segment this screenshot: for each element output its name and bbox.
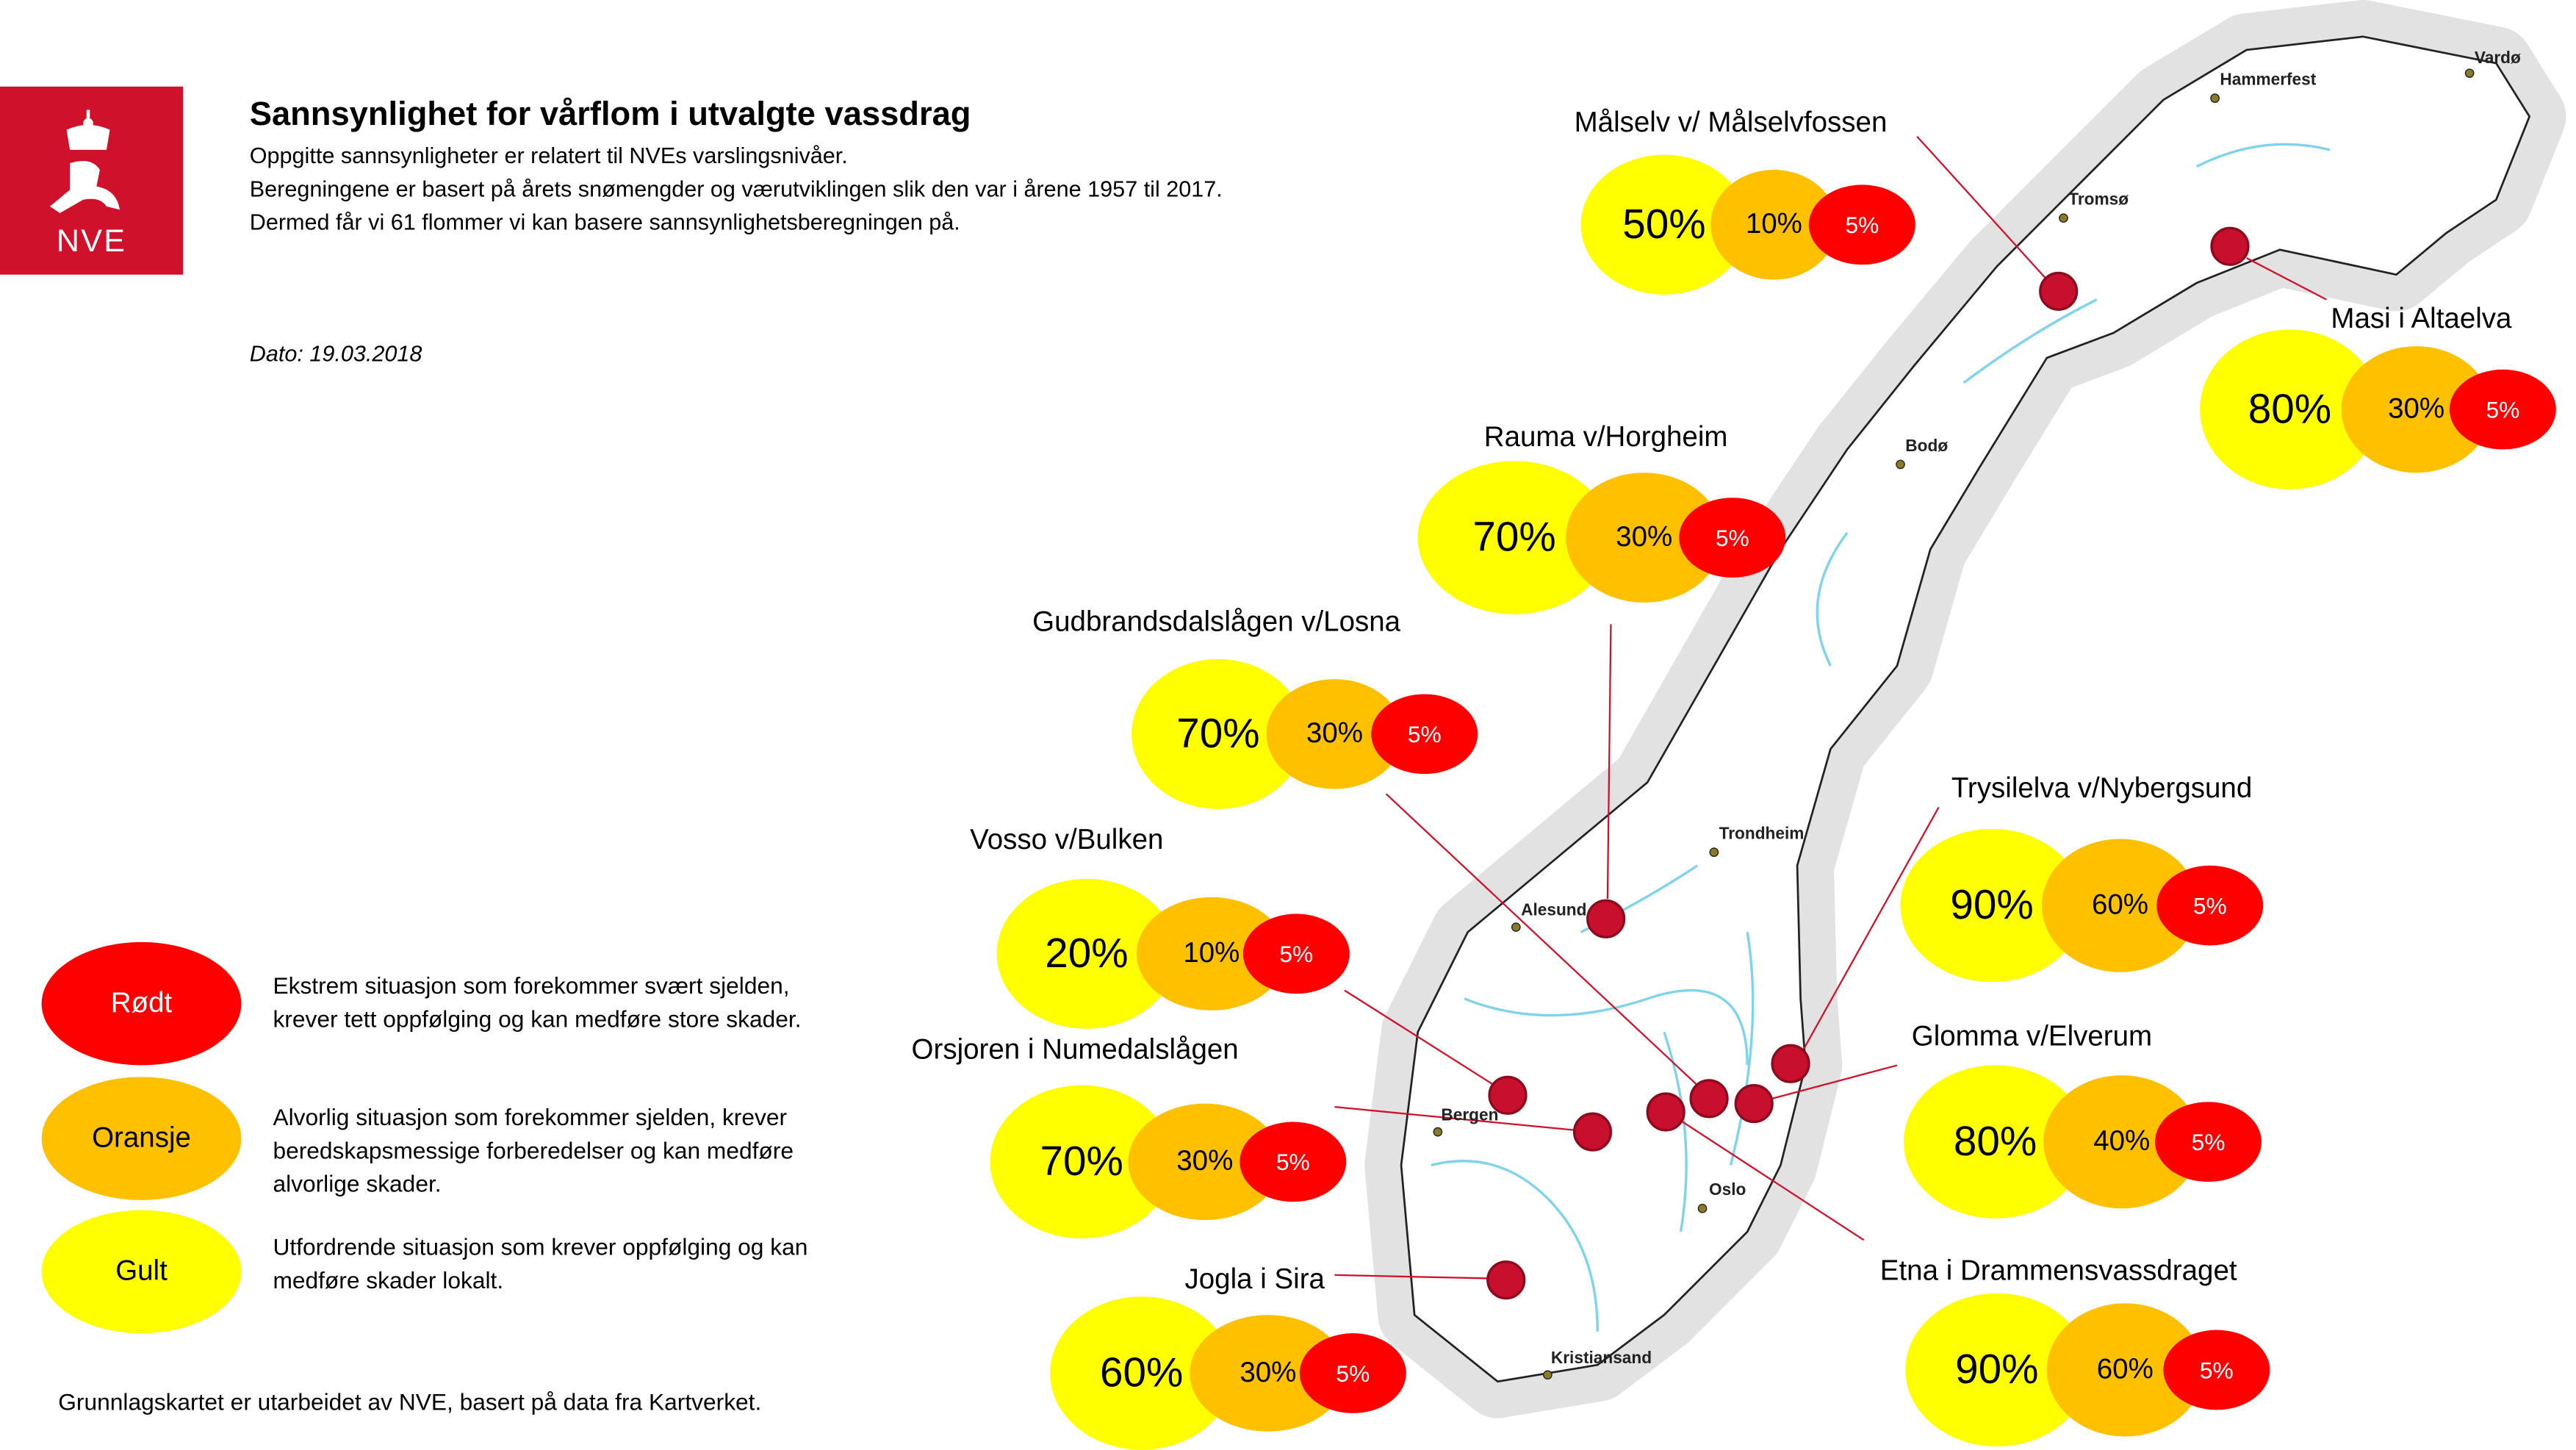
station-marker[interactable]: [1486, 1260, 1526, 1300]
city-label: Trondheim: [1719, 825, 1805, 844]
station-label: Gudbrandsdalslågen v/Losna: [1032, 606, 1401, 638]
city-label: Hammerfest: [2220, 71, 2317, 90]
station-marker[interactable]: [1646, 1092, 1685, 1132]
station-label: Målselv v/ Målselvfossen: [1574, 106, 1888, 138]
city-dot: [1697, 1203, 1708, 1213]
station-label: Glomma v/Elverum: [1911, 1020, 2153, 1052]
legend-yellow: Gult: [41, 1210, 242, 1334]
station-marker[interactable]: [1586, 899, 1626, 938]
city-label: Vardø: [2474, 49, 2521, 68]
station-marker[interactable]: [1572, 1112, 1613, 1152]
leader-line: [1334, 1106, 1576, 1131]
legend-orange: Oransje: [41, 1077, 242, 1200]
city-label: Bergen: [1441, 1107, 1499, 1126]
red-probability: 5%: [1679, 498, 1786, 578]
city-label: Oslo: [1709, 1182, 1746, 1200]
city-dot: [1896, 459, 1905, 470]
nve-lion-crown-icon: [49, 110, 120, 213]
leader-line: [1334, 1274, 1488, 1279]
city-label: Alesund: [1521, 902, 1587, 921]
rivers: [1431, 143, 2331, 1332]
leader-line: [2246, 257, 2327, 301]
leader-line: [1344, 989, 1495, 1086]
leader-line: [1606, 624, 1612, 900]
leader-line: [1771, 1064, 1898, 1099]
leader-lines: [1334, 135, 2327, 1279]
station-marker[interactable]: [1689, 1079, 1729, 1119]
yellow-probability: 90%: [1900, 828, 2084, 983]
logo-text: NVE: [56, 224, 127, 260]
city-dot: [2210, 93, 2220, 103]
legend-orange-text: Alvorlig situasjon som forekommer sjelde…: [273, 1103, 794, 1197]
leader-line: [1916, 135, 2048, 281]
legend-red-text: Ekstrem situasjon som forekommer svært s…: [273, 972, 802, 1033]
city-label: Tromsø: [2068, 191, 2129, 210]
leader-line: [1672, 1114, 1865, 1241]
page-title: Sannsynlighet for vårflom i utvalgte vas…: [249, 96, 971, 134]
leader-line: [1803, 806, 1940, 1049]
red-probability: 5%: [1371, 694, 1478, 775]
subtitle-line2: Beregningene er basert på årets snømengd…: [249, 176, 1223, 235]
station-label: Orsjoren i Numedalslågen: [911, 1033, 1239, 1066]
station-marker[interactable]: [1488, 1075, 1528, 1115]
station-marker[interactable]: [1734, 1084, 1774, 1124]
station-label: Vosso v/Bulken: [970, 824, 1164, 856]
city-label: Bodø: [1905, 437, 1949, 456]
station-label: Etna i Drammensvassdraget: [1879, 1255, 2237, 1287]
red-probability: 5%: [1242, 914, 1350, 994]
nve-logo: NVE: [0, 86, 184, 275]
legend-red: Rødt: [41, 941, 242, 1066]
date: Dato: 19.03.2018: [249, 341, 422, 367]
city-dot: [1709, 847, 1719, 857]
red-probability: 5%: [2156, 865, 2264, 946]
city-label: Kristiansand: [1550, 1349, 1652, 1368]
city-dot: [1543, 1370, 1553, 1380]
station-marker[interactable]: [2210, 226, 2250, 266]
red-probability: 5%: [1240, 1121, 1347, 1202]
subtitle-line1: Oppgitte sannsynligheter er relatert til…: [249, 143, 848, 168]
city-dot: [2464, 68, 2475, 78]
station-label: Trysilelva v/Nybergsund: [1951, 772, 2253, 804]
legend-yellow-text: Utfordrende situasjon som krever oppfølg…: [273, 1233, 808, 1293]
station-label: Rauma v/Horgheim: [1483, 421, 1728, 453]
footer-credit: Grunnlagskartet er utarbeidet av NVE, ba…: [58, 1388, 762, 1415]
city-dot: [1433, 1127, 1443, 1137]
red-probability: 5%: [1808, 184, 1915, 265]
station-label: Masi i Altaelva: [2331, 303, 2512, 335]
red-probability: 5%: [2449, 369, 2556, 450]
red-probability: 5%: [1299, 1333, 1406, 1413]
red-probability: 5%: [2163, 1329, 2270, 1410]
city-dot: [1511, 922, 1521, 932]
station-marker[interactable]: [1771, 1044, 1810, 1083]
station-label: Jogla i Sira: [1184, 1263, 1325, 1296]
station-marker[interactable]: [2039, 271, 2079, 311]
red-probability: 5%: [2155, 1102, 2262, 1182]
station-markers: [1486, 226, 2250, 1300]
leader-line: [1385, 793, 1698, 1086]
city-dot: [2059, 213, 2068, 223]
norway-land: [1400, 35, 2531, 1383]
